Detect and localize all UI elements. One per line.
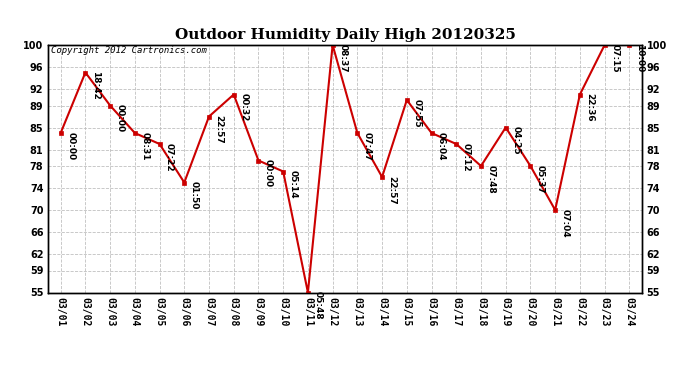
- Text: 07:12: 07:12: [462, 142, 471, 171]
- Text: 07:48: 07:48: [486, 165, 495, 194]
- Text: 00:00: 00:00: [116, 104, 125, 132]
- Text: 22:57: 22:57: [388, 176, 397, 204]
- Text: 07:55: 07:55: [413, 99, 422, 127]
- Text: 18:42: 18:42: [91, 71, 100, 100]
- Text: Copyright 2012 Cartronics.com: Copyright 2012 Cartronics.com: [51, 46, 207, 55]
- Text: 10:00: 10:00: [635, 44, 644, 72]
- Text: 01:50: 01:50: [190, 181, 199, 210]
- Text: 08:31: 08:31: [140, 132, 150, 160]
- Text: 00:00: 00:00: [264, 159, 273, 187]
- Title: Outdoor Humidity Daily High 20120325: Outdoor Humidity Daily High 20120325: [175, 28, 515, 42]
- Text: 05:14: 05:14: [288, 170, 298, 199]
- Text: 00:00: 00:00: [66, 132, 75, 160]
- Text: 22:57: 22:57: [215, 115, 224, 144]
- Text: 00:32: 00:32: [239, 93, 248, 122]
- Text: 07:22: 07:22: [165, 142, 174, 171]
- Text: 08:37: 08:37: [338, 44, 347, 72]
- Text: 04:25: 04:25: [511, 126, 520, 155]
- Text: 05:37: 05:37: [536, 165, 545, 193]
- Text: 07:15: 07:15: [610, 44, 619, 72]
- Text: 07:47: 07:47: [363, 132, 372, 160]
- Text: 22:36: 22:36: [585, 93, 595, 122]
- Text: 06:04: 06:04: [437, 132, 446, 160]
- Text: 07:04: 07:04: [561, 209, 570, 237]
- Text: 05:48: 05:48: [313, 291, 322, 320]
